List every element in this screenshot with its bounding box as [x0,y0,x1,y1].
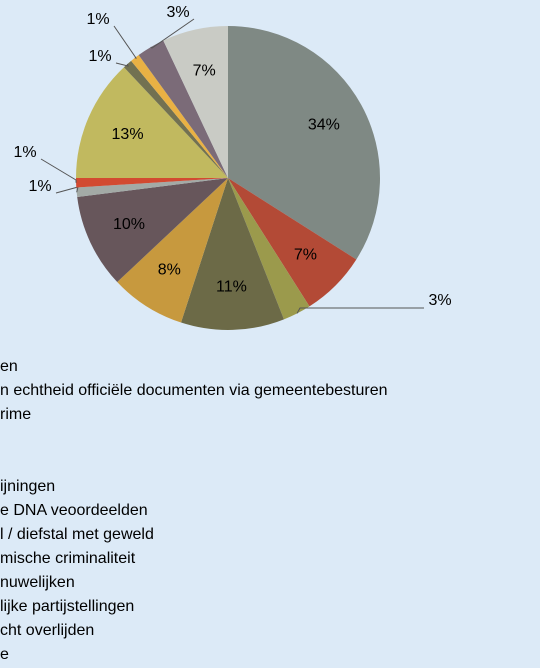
data-label: 7% [294,247,317,264]
data-label: 13% [112,126,144,143]
data-label: 3% [428,292,451,309]
data-label: 11% [216,279,247,296]
data-label: 34% [308,116,340,133]
pie-slice [138,40,228,178]
pie-slice [228,26,380,260]
pie-slice [123,60,228,178]
legend-entry: cht overlijden [0,622,94,639]
legend-entry: n echtheid officiële documenten via geme… [0,382,388,399]
leader-line [115,62,129,67]
data-label: 10% [113,216,145,233]
legend-entry: en [0,358,18,375]
leader-line [55,186,79,194]
data-label: 1% [13,144,36,161]
legend-entry: rime [0,406,31,423]
pie-slice [131,55,228,178]
legend-entry: mische criminaliteit [0,550,136,567]
data-label: 1% [86,11,109,28]
leader-line [113,25,138,59]
pie-slice [76,67,228,178]
data-label: 1% [88,48,111,65]
legend-entry: lijke partijstellingen [0,598,134,615]
pie-slice [117,178,228,323]
pie-slice [76,178,228,188]
leader-line [296,307,424,314]
leader-line [40,158,77,183]
pie-slice [181,178,284,330]
legend-entry: e [0,646,9,663]
data-label: 8% [158,262,181,279]
legend-entry: nuwelijken [0,574,75,591]
pie-slice [76,178,229,198]
data-label: 3% [166,4,189,21]
data-label: 7% [193,62,216,79]
leader-line [150,18,195,49]
legend-entry: ijningen [0,478,55,495]
data-label: 1% [28,178,51,195]
pie-slice [77,178,228,283]
legend-entry: e DNA veoordeelden [0,502,148,519]
pie-slice [228,178,310,320]
pie-slice [163,26,228,178]
legend-entry: l / diefstal met geweld [0,526,154,543]
pie-slice [228,178,357,307]
